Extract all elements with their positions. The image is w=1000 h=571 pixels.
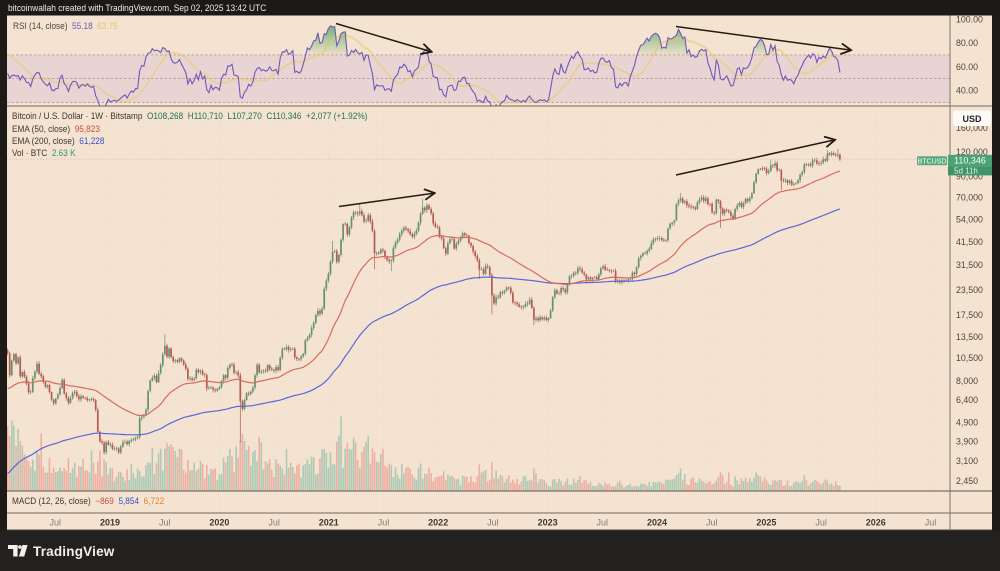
svg-text:41,500: 41,500	[956, 237, 983, 247]
svg-text:160,000: 160,000	[956, 123, 988, 133]
svg-text:2023: 2023	[538, 518, 558, 528]
svg-text:BTCUSD: BTCUSD	[918, 158, 947, 165]
svg-text:2021: 2021	[319, 518, 339, 528]
svg-text:6,400: 6,400	[956, 395, 978, 405]
svg-text:Jul: Jul	[925, 518, 937, 528]
svg-text:2022: 2022	[428, 518, 448, 528]
svg-text:2025: 2025	[756, 518, 776, 528]
svg-text:40.00: 40.00	[956, 86, 978, 96]
svg-text:17,500: 17,500	[956, 310, 983, 320]
svg-text:31,500: 31,500	[956, 260, 983, 270]
svg-text:Jul: Jul	[50, 518, 62, 528]
svg-text:60.00: 60.00	[956, 62, 978, 72]
svg-text:Jul: Jul	[706, 518, 718, 528]
svg-text:Jul: Jul	[487, 518, 499, 528]
svg-text:3,900: 3,900	[956, 437, 978, 447]
svg-text:8,000: 8,000	[956, 376, 978, 386]
svg-text:Jul: Jul	[268, 518, 280, 528]
svg-text:2020: 2020	[209, 518, 229, 528]
svg-text:Jul: Jul	[815, 518, 827, 528]
svg-text:2024: 2024	[647, 518, 667, 528]
svg-text:54,000: 54,000	[956, 215, 983, 225]
svg-text:2019: 2019	[100, 518, 120, 528]
svg-text:4,900: 4,900	[956, 417, 978, 427]
svg-text:Jul: Jul	[597, 518, 609, 528]
svg-text:70,000: 70,000	[956, 193, 983, 203]
svg-text:2026: 2026	[866, 518, 886, 528]
svg-text:110,346: 110,346	[954, 156, 986, 166]
svg-text:3,100: 3,100	[956, 456, 978, 466]
svg-text:Jul: Jul	[159, 518, 171, 528]
svg-text:13,500: 13,500	[956, 332, 983, 342]
svg-text:23,500: 23,500	[956, 285, 983, 295]
svg-text:Jul: Jul	[378, 518, 390, 528]
svg-text:90,000: 90,000	[956, 172, 983, 182]
svg-text:5d 11h: 5d 11h	[954, 167, 978, 176]
svg-text:USD: USD	[962, 114, 982, 124]
svg-text:80.00: 80.00	[956, 38, 978, 48]
svg-text:10,500: 10,500	[956, 353, 983, 363]
svg-text:100.00: 100.00	[956, 14, 983, 24]
svg-text:2,450: 2,450	[956, 476, 978, 486]
svg-text:120,000: 120,000	[956, 147, 988, 157]
